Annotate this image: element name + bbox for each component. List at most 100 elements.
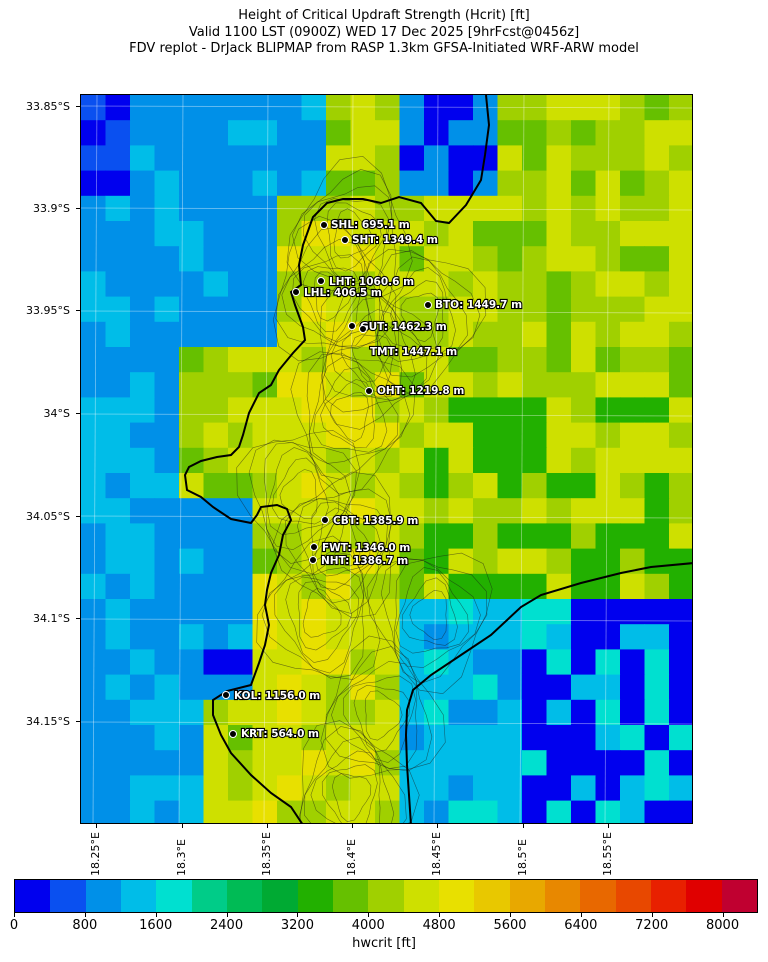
field-cell [448,548,474,575]
field-cell [522,548,548,575]
field-cell [81,573,107,600]
field-cell [595,447,621,474]
field-cell [81,548,107,575]
contour-line [248,439,357,564]
field-cell [522,120,548,146]
field-cell [179,624,205,650]
field-cell [81,750,107,776]
field-cell [105,120,131,146]
field-cell [105,422,131,449]
field-cell [448,271,474,298]
field-cell [620,347,646,373]
field-cell [448,473,474,499]
field-cell [571,397,597,424]
station-dot[interactable] [348,322,356,330]
field-cell [277,699,303,726]
field-cell [154,145,180,172]
contour-line [366,552,493,695]
field-cell [669,800,692,823]
station-dot[interactable] [365,387,373,395]
field-cell [301,800,327,823]
station-shl[interactable]: SHL: 695.1 m [320,218,411,232]
colorbar-swatch [580,880,616,912]
field-cell [595,599,621,625]
station-dot[interactable] [317,277,325,285]
field-cell [326,624,352,650]
field-cell [130,775,156,802]
field-cell [595,170,621,197]
field-cell [546,170,572,197]
contour-line [319,283,440,430]
field-cell [252,523,278,550]
station-dot[interactable] [309,556,317,564]
field-cell [252,422,278,449]
field-cell [179,372,205,398]
station-tmt[interactable]: TMT: 1447.1 m [359,325,458,359]
lon-label: 18.35°E [260,832,273,876]
station-dot[interactable] [341,236,349,244]
field-cell [644,447,670,474]
field-cell [473,120,499,146]
lat-tick [76,618,80,619]
field-cell [546,120,572,146]
field-cell [497,447,523,474]
colorbar-swatch [332,880,369,912]
colorbar-swatch [474,880,510,912]
station-gut[interactable]: GUT: 1462.3 m [348,320,448,334]
map-panel[interactable]: SHL: 695.1 m SHT: 1349.4 m LHT: 1060.6 m LH… [80,94,693,824]
field-cell [203,447,229,474]
field-cell [154,221,180,247]
station-sht[interactable]: SHT: 1349.4 m [341,233,439,247]
field-cell [228,347,254,373]
field-cell [448,221,474,247]
contour-line [274,567,365,674]
map-canvas[interactable]: SHL: 695.1 m SHT: 1349.4 m LHT: 1060.6 mLH… [81,95,693,824]
field-cell [252,271,278,298]
station-dot[interactable] [310,543,318,551]
station-lht[interactable]: LHT: 1060.6 m [317,275,415,289]
field-cell [620,447,646,474]
field-cell [301,321,327,348]
field-cell [571,548,597,575]
station-dot[interactable] [222,691,230,699]
field-cell [620,800,646,823]
field-cell [669,725,692,751]
field-cell [154,573,180,600]
station-dot[interactable] [229,730,237,738]
contour-line [308,356,399,464]
station-dot[interactable] [321,516,329,524]
field-cell [105,372,131,398]
station-dot[interactable] [292,288,300,296]
station-dot[interactable] [424,301,432,309]
field-cell [424,447,450,474]
field-cell [669,397,692,424]
station-fwt[interactable]: FWT: 1346.0 m [310,541,411,555]
contour-line [281,238,370,347]
station-dot[interactable] [320,221,328,229]
field-cell [571,498,597,524]
field-cell [620,422,646,449]
field-cell [277,170,303,197]
contour-line [321,764,378,823]
field-cell [375,725,401,751]
lat-label: 34°S [43,407,70,420]
field-cell [448,95,474,121]
field-cell [497,372,523,398]
station-lhl[interactable]: LHL: 406.5 m [292,286,383,300]
station-cbt[interactable]: CBT: 1385.9 m [321,514,419,528]
station-bto[interactable]: BTO: 1449.7 m [424,298,523,312]
station-kol[interactable]: KOL: 1156.0 m [222,689,321,703]
station-krt[interactable]: KRT: 564.0 m [229,727,320,741]
contour-line [271,457,329,525]
field-cell [473,573,499,600]
field-cell [154,699,180,726]
field-cell [252,347,278,373]
contour-line [297,498,388,604]
colorbar-tick [439,913,441,917]
station-dot[interactable] [359,325,367,333]
field-cell [546,624,572,650]
station-oht[interactable]: OHT: 1219.8 m [365,384,465,398]
lat-tick [76,516,80,517]
field-cell [105,599,131,625]
station-nht[interactable]: NHT: 1386.7 m [309,554,409,568]
